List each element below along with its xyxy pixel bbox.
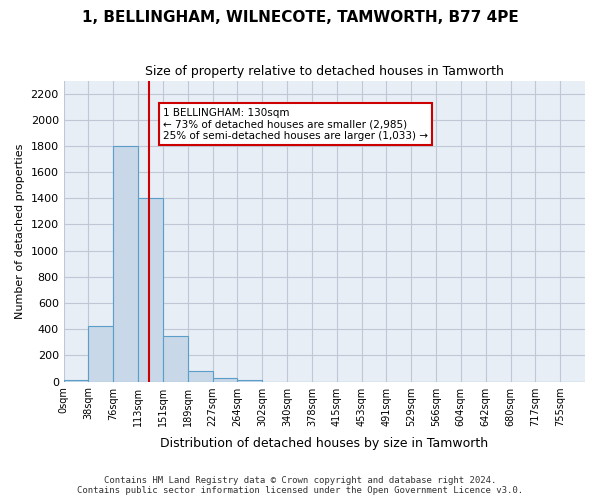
Bar [238,380,262,382]
Text: 1 BELLINGHAM: 130sqm
← 73% of detached houses are smaller (2,985)
25% of semi-de: 1 BELLINGHAM: 130sqm ← 73% of detached h… [163,108,428,140]
Bar [113,146,138,382]
Bar [88,326,113,382]
Title: Size of property relative to detached houses in Tamworth: Size of property relative to detached ho… [145,65,504,78]
Bar [188,371,212,382]
Text: 1, BELLINGHAM, WILNECOTE, TAMWORTH, B77 4PE: 1, BELLINGHAM, WILNECOTE, TAMWORTH, B77 … [82,10,518,25]
Text: Contains HM Land Registry data © Crown copyright and database right 2024.
Contai: Contains HM Land Registry data © Crown c… [77,476,523,495]
Bar [138,198,163,382]
X-axis label: Distribution of detached houses by size in Tamworth: Distribution of detached houses by size … [160,437,488,450]
Y-axis label: Number of detached properties: Number of detached properties [15,144,25,318]
Bar [64,380,88,382]
Bar [212,378,238,382]
Bar [163,336,188,382]
